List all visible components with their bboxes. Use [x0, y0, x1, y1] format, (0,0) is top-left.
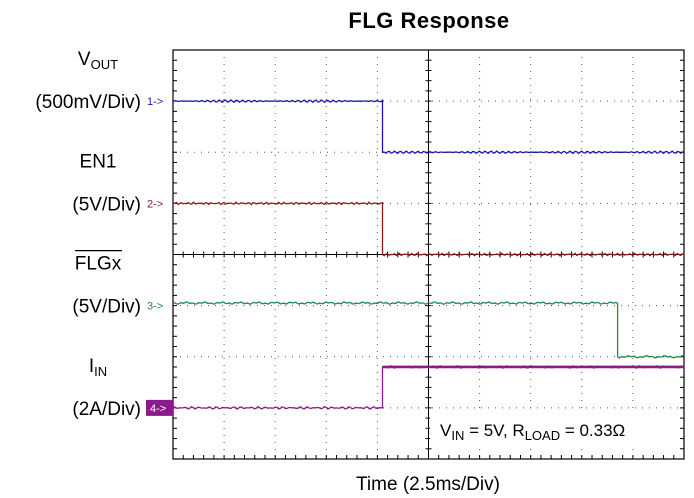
channel-1-marker: 1-> — [147, 96, 163, 108]
channel-1-scale: (500mV/Div) — [35, 92, 141, 113]
channel-2-marker: 2-> — [147, 198, 163, 210]
channel-3-marker: 3-> — [147, 301, 163, 313]
channel-4-marker: 4-> — [150, 403, 166, 415]
channel-4-name: IIN — [89, 356, 107, 379]
channel-3-scale: (5V/Div) — [72, 297, 141, 318]
annotation-box — [430, 410, 676, 446]
channel-2-name: EN1 — [80, 151, 117, 172]
trace-channel-3 — [172, 301, 685, 359]
trace-channel-1 — [172, 98, 685, 155]
channel-1-name: VOUT — [78, 49, 118, 72]
annotation-text: VIN = 5V, RLOAD = 0.33Ω — [440, 421, 625, 443]
traces — [172, 98, 685, 410]
channel-labels: VOUT (500mV/Div) 1-> EN1 (5V/Div) 2-> FLGx (5V/… — [35, 49, 173, 420]
channel-4-marker-box — [146, 399, 173, 416]
channel-2-scale: (5V/Div) — [72, 194, 141, 215]
grid — [173, 50, 684, 459]
channel-4-scale: (2A/Div) — [72, 399, 141, 420]
chart-title: FLG Response — [348, 8, 509, 33]
channel-3-name: FLGx — [75, 254, 122, 275]
trace-channel-2 — [173, 201, 685, 257]
x-axis-label: Time (2.5ms/Div) — [356, 474, 500, 495]
